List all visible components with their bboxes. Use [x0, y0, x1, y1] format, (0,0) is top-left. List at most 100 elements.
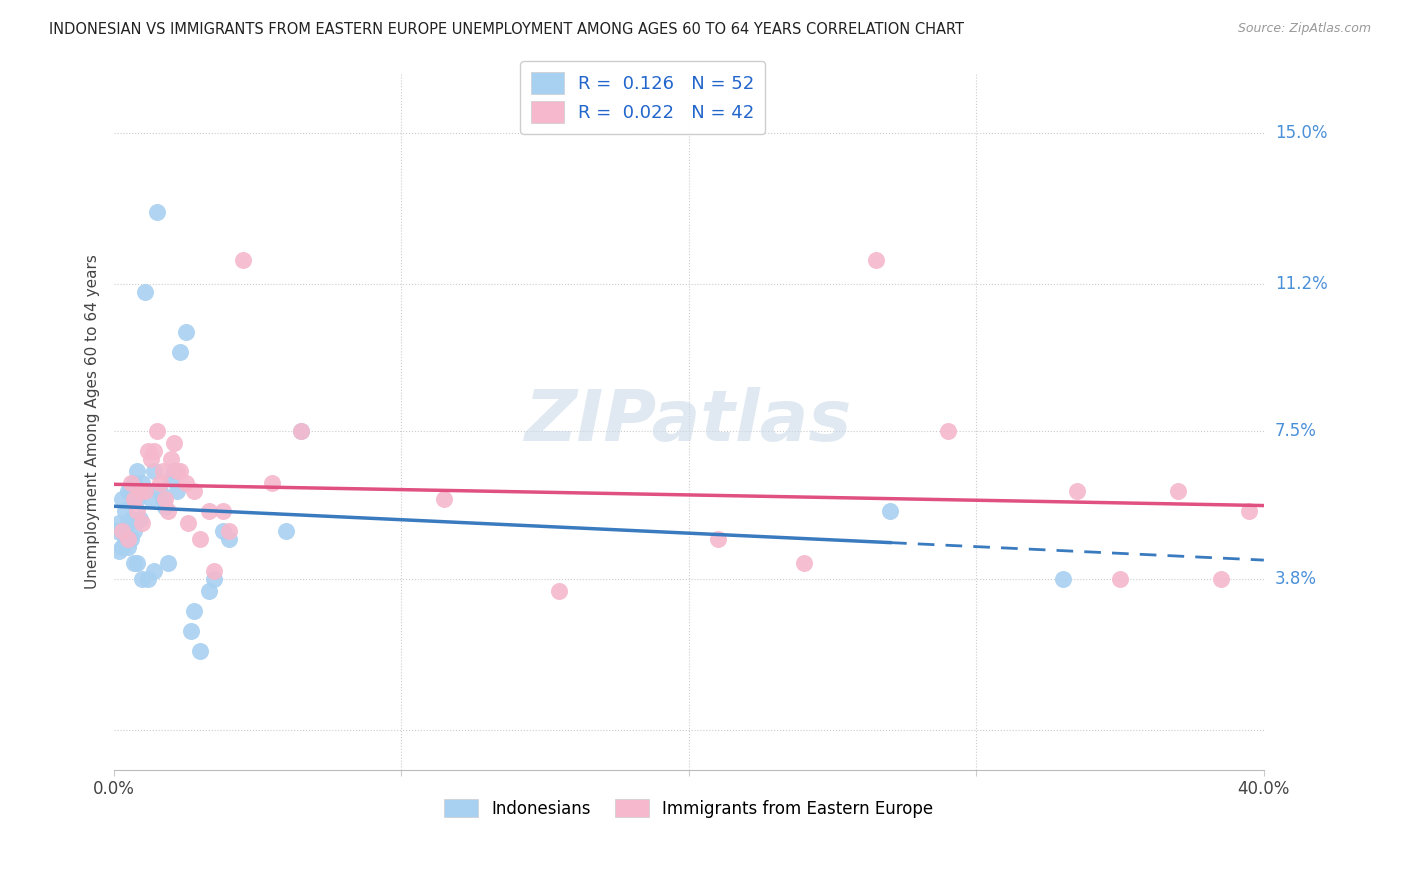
- Point: [177, 516, 200, 530]
- Point: [114, 532, 136, 546]
- Point: [197, 504, 219, 518]
- Point: [202, 564, 225, 578]
- Text: 11.2%: 11.2%: [1275, 275, 1327, 293]
- Point: [1052, 572, 1074, 586]
- Point: [108, 516, 131, 530]
- Point: [1109, 572, 1132, 586]
- Text: 3.8%: 3.8%: [1275, 570, 1317, 588]
- Point: [183, 484, 205, 499]
- Point: [188, 532, 211, 546]
- Point: [160, 472, 183, 486]
- Point: [174, 325, 197, 339]
- Point: [122, 556, 145, 570]
- Point: [142, 444, 165, 458]
- Point: [131, 572, 153, 586]
- Point: [134, 285, 156, 299]
- Point: [155, 500, 177, 515]
- Point: [232, 253, 254, 268]
- Text: 7.5%: 7.5%: [1275, 423, 1317, 441]
- Point: [128, 484, 150, 499]
- Point: [166, 464, 188, 478]
- Point: [139, 492, 162, 507]
- Point: [128, 484, 150, 499]
- Point: [879, 504, 901, 518]
- Point: [108, 544, 131, 558]
- Point: [136, 444, 159, 458]
- Point: [142, 564, 165, 578]
- Point: [290, 425, 312, 439]
- Point: [122, 492, 145, 507]
- Point: [548, 583, 571, 598]
- Point: [125, 464, 148, 478]
- Point: [149, 484, 172, 499]
- Text: ZIPatlas: ZIPatlas: [524, 387, 852, 456]
- Point: [120, 476, 142, 491]
- Y-axis label: Unemployment Among Ages 60 to 64 years: Unemployment Among Ages 60 to 64 years: [86, 254, 100, 589]
- Point: [128, 512, 150, 526]
- Point: [117, 540, 139, 554]
- Point: [111, 540, 134, 554]
- Point: [202, 572, 225, 586]
- Point: [139, 452, 162, 467]
- Point: [152, 464, 174, 478]
- Point: [152, 492, 174, 507]
- Point: [117, 484, 139, 499]
- Point: [157, 504, 180, 518]
- Point: [169, 464, 191, 478]
- Point: [169, 344, 191, 359]
- Point: [142, 464, 165, 478]
- Point: [145, 205, 167, 219]
- Point: [125, 556, 148, 570]
- Point: [180, 624, 202, 638]
- Point: [157, 556, 180, 570]
- Point: [122, 476, 145, 491]
- Point: [260, 476, 283, 491]
- Point: [111, 524, 134, 538]
- Point: [120, 512, 142, 526]
- Point: [160, 452, 183, 467]
- Point: [183, 604, 205, 618]
- Point: [276, 524, 298, 538]
- Point: [117, 516, 139, 530]
- Point: [174, 476, 197, 491]
- Point: [1209, 572, 1232, 586]
- Point: [111, 492, 134, 507]
- Point: [706, 532, 728, 546]
- Point: [117, 532, 139, 546]
- Point: [1066, 484, 1088, 499]
- Point: [114, 504, 136, 518]
- Point: [122, 524, 145, 538]
- Point: [865, 253, 887, 268]
- Point: [125, 492, 148, 507]
- Point: [163, 464, 186, 478]
- Point: [131, 516, 153, 530]
- Point: [218, 524, 240, 538]
- Point: [155, 492, 177, 507]
- Legend: Indonesians, Immigrants from Eastern Europe: Indonesians, Immigrants from Eastern Eur…: [437, 792, 939, 824]
- Text: INDONESIAN VS IMMIGRANTS FROM EASTERN EUROPE UNEMPLOYMENT AMONG AGES 60 TO 64 YE: INDONESIAN VS IMMIGRANTS FROM EASTERN EU…: [49, 22, 965, 37]
- Point: [290, 425, 312, 439]
- Point: [105, 524, 128, 538]
- Point: [120, 484, 142, 499]
- Point: [120, 532, 142, 546]
- Point: [212, 524, 235, 538]
- Point: [212, 504, 235, 518]
- Point: [163, 436, 186, 450]
- Point: [1167, 484, 1189, 499]
- Point: [218, 532, 240, 546]
- Point: [134, 484, 156, 499]
- Point: [111, 524, 134, 538]
- Point: [936, 425, 959, 439]
- Point: [145, 425, 167, 439]
- Point: [131, 476, 153, 491]
- Point: [122, 492, 145, 507]
- Point: [134, 484, 156, 499]
- Point: [433, 492, 456, 507]
- Text: Source: ZipAtlas.com: Source: ZipAtlas.com: [1237, 22, 1371, 36]
- Point: [188, 643, 211, 657]
- Point: [1239, 504, 1261, 518]
- Point: [125, 504, 148, 518]
- Text: 15.0%: 15.0%: [1275, 124, 1327, 142]
- Point: [166, 484, 188, 499]
- Point: [793, 556, 815, 570]
